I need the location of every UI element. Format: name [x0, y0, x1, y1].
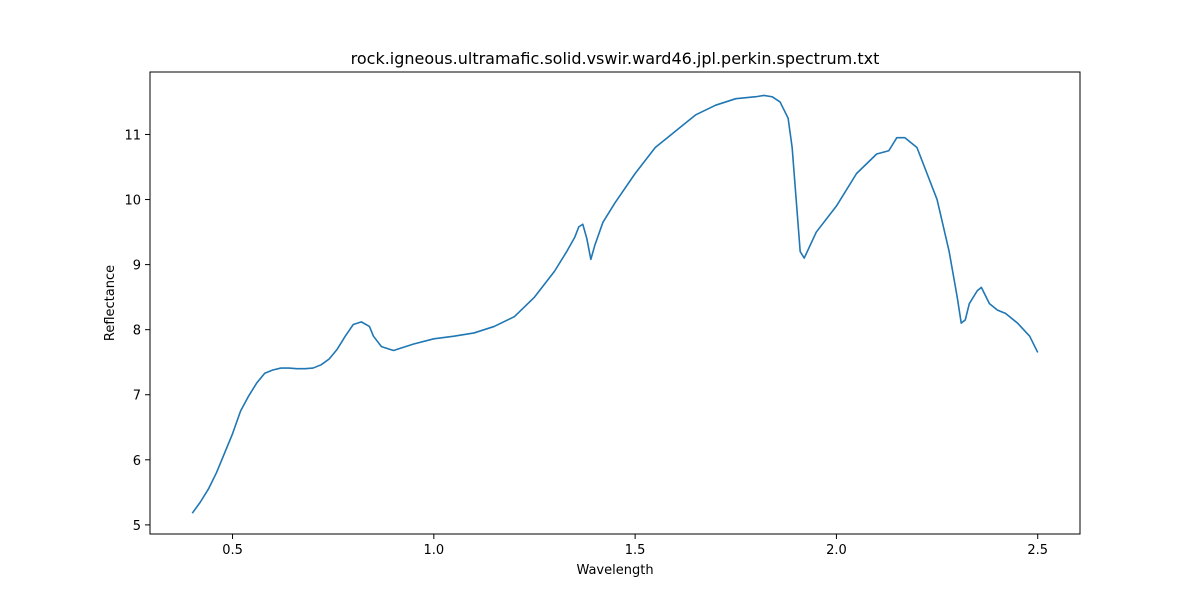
y-tick-label: 7 — [133, 389, 141, 404]
y-tick-label: 8 — [133, 324, 141, 339]
x-tick-label: 2.5 — [1027, 543, 1048, 558]
x-axis-label: Wavelength — [576, 563, 653, 578]
y-tick-label: 10 — [124, 194, 141, 209]
y-axis-label: Reflectance — [103, 265, 118, 341]
y-tick-label: 9 — [133, 259, 141, 274]
y-axis-ticks: 5 6 7 8 9 10 11 — [124, 128, 150, 534]
x-tick-label: 2.0 — [826, 543, 847, 558]
x-tick-label: 1.0 — [423, 543, 444, 558]
x-tick-label: 1.5 — [625, 543, 646, 558]
y-tick-label: 11 — [124, 128, 141, 143]
plot-area — [191, 94, 1039, 514]
x-tick-label: 0.5 — [222, 543, 243, 558]
y-tick-label: 5 — [133, 519, 141, 534]
chart-title: rock.igneous.ultramafic.solid.vswir.ward… — [351, 49, 880, 68]
axes-frame — [149, 71, 1081, 535]
y-tick-label: 6 — [133, 454, 141, 469]
x-axis-ticks: 0.5 1.0 1.5 2.0 2.5 — [222, 534, 1048, 558]
series-line — [191, 94, 1039, 514]
